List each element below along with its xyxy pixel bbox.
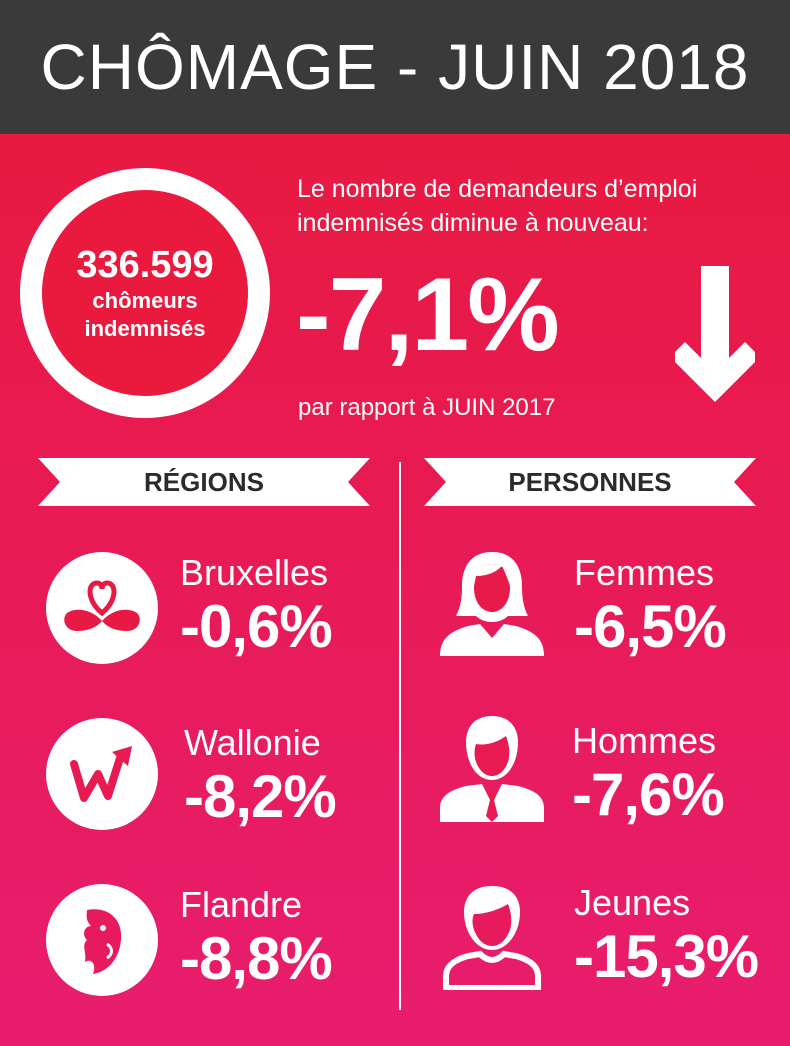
header-bar: CHÔMAGE - JUIN 2018: [0, 0, 790, 134]
region-row-bruxelles: Bruxelles -0,6%: [46, 552, 386, 682]
person-value: -6,5%: [574, 593, 727, 660]
brussels-heart-logo-icon: [46, 552, 158, 664]
region-row-wallonie: Wallonie -8,2%: [46, 718, 386, 848]
regions-title: RÉGIONS: [144, 467, 264, 497]
region-name: Flandre: [180, 884, 303, 925]
intro-line-2: indemnisés diminue à nouveau:: [297, 209, 649, 237]
persons-banner: PERSONNES: [424, 458, 756, 506]
person-row-femmes: Femmes -6,5%: [436, 546, 776, 676]
count-label-line-1: chômeurs: [92, 288, 198, 313]
region-name: Bruxelles: [180, 552, 329, 593]
person-name: Femmes: [574, 552, 715, 593]
region-name: Wallonie: [184, 722, 321, 763]
count-badge: 336.599 chômeurs indemnisés: [42, 190, 248, 396]
young-person-icon: [436, 878, 548, 995]
person-row-hommes: Hommes -7,6%: [436, 712, 776, 842]
persons-title: PERSONNES: [508, 467, 672, 497]
total-change-value: -7,1%: [296, 257, 560, 373]
intro-line-1: Le nombre de demandeurs d’emploi: [297, 175, 698, 203]
page-title: CHÔMAGE - JUIN 2018: [40, 31, 750, 103]
region-row-flandre: Flandre -8,8%: [46, 884, 386, 1014]
region-value: -0,6%: [180, 593, 333, 660]
region-value: -8,8%: [180, 925, 333, 992]
comparison-text: par rapport à JUIN 2017: [298, 394, 556, 421]
person-value: -7,6%: [572, 761, 725, 828]
man-icon: [436, 712, 548, 829]
region-value: -8,2%: [184, 763, 337, 830]
flanders-lion-logo-icon: [46, 884, 158, 996]
person-row-jeunes: Jeunes -15,3%: [436, 878, 776, 1008]
count-label-line-2: indemnisés: [84, 316, 206, 341]
woman-icon: [436, 546, 548, 663]
count-number: 336.599: [76, 244, 214, 286]
count-ring: 336.599 chômeurs indemnisés: [20, 168, 270, 418]
wallonia-w-logo-icon: [46, 718, 158, 830]
column-divider: [399, 462, 401, 1010]
person-value: -15,3%: [574, 923, 759, 990]
intro-text: Le nombre de demandeurs d’emploi indemni…: [297, 172, 777, 240]
person-name: Jeunes: [574, 882, 691, 923]
down-arrow-icon: [675, 266, 755, 407]
regions-banner: RÉGIONS: [38, 458, 370, 506]
person-name: Hommes: [572, 720, 717, 761]
